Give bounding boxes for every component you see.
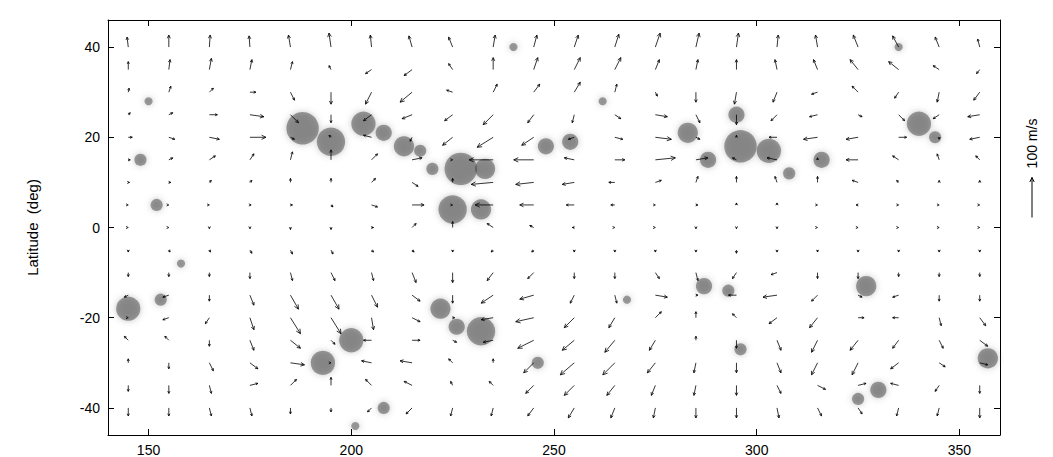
svg-text:250: 250	[542, 442, 566, 457]
svg-text:200: 200	[340, 442, 364, 457]
svg-text:20: 20	[84, 129, 100, 145]
svg-text:-40: -40	[80, 400, 100, 416]
svg-text:-20: -20	[80, 310, 100, 326]
svg-text:300: 300	[745, 442, 769, 457]
svg-text:150: 150	[137, 442, 161, 457]
svg-text:100 m/s: 100 m/s	[1024, 119, 1040, 169]
svg-text:0: 0	[92, 220, 100, 236]
svg-text:40: 40	[84, 39, 100, 55]
svg-text:Latitude (deg): Latitude (deg)	[24, 179, 41, 276]
svg-text:350: 350	[948, 442, 972, 457]
